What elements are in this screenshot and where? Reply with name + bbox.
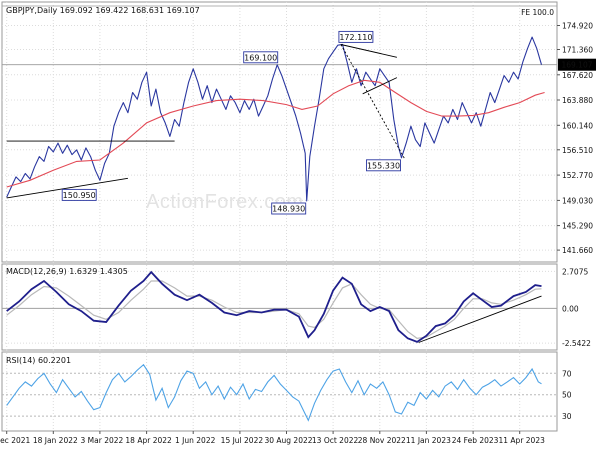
xtick-label: 15 Jul 2022 [221, 436, 264, 445]
xtick-label: 18 Apr 2022 [125, 436, 172, 445]
price-series-line [6, 36, 543, 202]
price-annotation-label: 169.100 [244, 53, 277, 62]
price-trendline [362, 77, 398, 95]
rsi-panel-title: RSI(14) 60.2201 [6, 356, 71, 365]
annotation-layer: FE 100.0 172.110 169.100 150.950 148.930 155.… [61, 8, 596, 215]
macd-trendline [418, 295, 542, 343]
watermark: ActionForex.com [146, 191, 304, 213]
price-annotation-box [243, 51, 279, 64]
price-annotation-label: 172.110 [339, 33, 372, 42]
price-annotation-label: 155.330 [367, 161, 400, 170]
plot-layer [6, 36, 545, 422]
rsi-panel-frame [1, 351, 558, 432]
macd-ytick-label: -2.5422 [562, 339, 591, 348]
price-ytick-label: 167.620 [562, 71, 593, 80]
rsi-line [6, 363, 542, 422]
moving-average-line [6, 79, 545, 188]
price-ytick-label: 149.030 [562, 196, 593, 205]
xtick-label: 24 Feb 2023 [452, 436, 499, 445]
price-annotation-box [366, 159, 401, 172]
price-ytick-label: 152.770 [562, 171, 593, 180]
macd-panel-title: MACD(12,26,9) 1.6329 1.4305 [6, 267, 128, 276]
price-ytick-label: 171.360 [562, 46, 593, 55]
price-ytick-label: 163.880 [562, 96, 593, 105]
price-ytick-label: 156.510 [562, 146, 593, 155]
price-annotation-box [271, 202, 307, 215]
macd-ytick-label: 0.00 [562, 304, 579, 313]
xtick-label: 11 Apr 2023 [499, 436, 546, 445]
fe-label: FE 100.0 [521, 8, 554, 17]
current-price-tag [558, 58, 596, 71]
price-ytick-label: 141.660 [562, 246, 593, 255]
rsi-ytick-label: 70 [562, 369, 572, 378]
xtick-label: 3 Dec 2021 [0, 436, 30, 445]
xtick-label: 18 Jan 2022 [33, 436, 78, 445]
price-ytick-label: 145.290 [562, 222, 593, 231]
price-trendline [6, 177, 128, 199]
price-annotation-label: 150.950 [63, 191, 96, 200]
xtick-label: 3 Mar 2022 [81, 436, 124, 445]
price-annotation-label: 148.930 [272, 205, 305, 214]
xtick-label: 1 Jun 2022 [175, 436, 216, 445]
price-ytick-label: 174.920 [562, 22, 593, 31]
grid-layer [2, 2, 557, 431]
rsi-ytick-label: 30 [562, 412, 572, 421]
macd-line [6, 270, 542, 343]
price-annotation-box [61, 188, 97, 201]
tick-layer: 174.920 171.360 167.620 163.880 160.140 156.5… [0, 22, 593, 446]
xtick-label: 13 Oct 2022 [312, 436, 359, 445]
xtick-label: 28 Nov 2022 [358, 436, 406, 445]
xtick-label: 30 Aug 2022 [264, 436, 312, 445]
current-price-label: 169.107 [561, 61, 592, 70]
rsi-ytick-label: 50 [562, 391, 572, 400]
xtick-label: 11 Jan 2023 [406, 436, 451, 445]
price-trendline [340, 44, 398, 58]
macd-panel-frame [1, 263, 558, 351]
price-annotation-box [338, 30, 374, 43]
price-panel-frame [1, 1, 558, 263]
price-ytick-label: 160.140 [562, 121, 593, 130]
price-panel-title: GBPJPY,Daily 169.092 169.422 168.631 169… [6, 6, 200, 15]
price-trendline [340, 44, 405, 159]
macd-ytick-label: 2.7075 [562, 267, 588, 276]
